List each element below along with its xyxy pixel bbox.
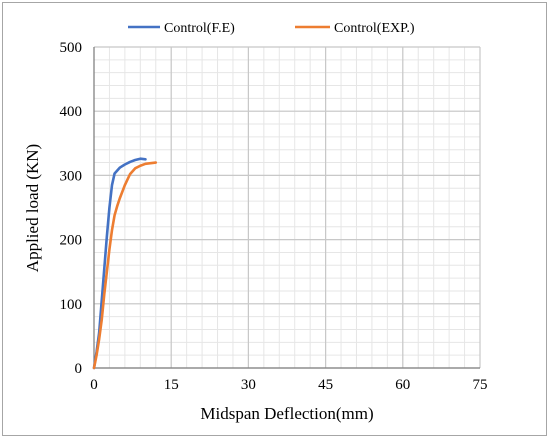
series-line-exp — [92, 161, 158, 370]
series-line-fe — [92, 157, 147, 370]
x-axis-title: Midspan Deflection(mm) — [200, 404, 373, 423]
y-tick-label: 500 — [60, 40, 83, 56]
y-tick-label: 400 — [60, 104, 83, 120]
y-tick-label: 300 — [60, 168, 83, 184]
chart-frame — [2, 2, 547, 436]
legend-label-exp: Control(EXP.) — [334, 21, 415, 36]
x-tick-label: 75 — [473, 377, 488, 393]
x-tick-label: 15 — [164, 377, 179, 393]
x-tick-label: 60 — [395, 377, 410, 393]
tick-labels: 0 15 30 45 60 75 0 100 200 300 400 500 — [60, 40, 488, 393]
x-tick-label: 30 — [241, 377, 256, 393]
y-axis-title: Applied load (KN) — [23, 144, 42, 272]
x-tick-label: 0 — [90, 377, 98, 393]
legend-label-fe: Control(F.E) — [164, 21, 235, 36]
axes — [93, 47, 480, 369]
y-tick-label: 0 — [75, 361, 83, 377]
y-tick-label: 100 — [60, 297, 83, 313]
grid — [93, 46, 481, 369]
y-tick-label: 200 — [60, 233, 83, 249]
series-lines — [92, 157, 158, 370]
x-tick-label: 45 — [318, 377, 333, 393]
legend: Control(F.E) Control(EXP.) — [128, 21, 415, 36]
